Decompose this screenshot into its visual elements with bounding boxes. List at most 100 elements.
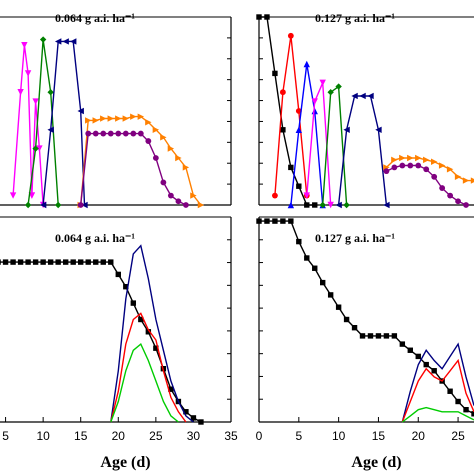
data-point [153, 345, 159, 351]
data-point [0, 259, 1, 265]
panel-title: 0.127 g a.i. ha⁻¹ [315, 11, 395, 25]
data-point [296, 183, 302, 189]
data-point [145, 329, 152, 335]
data-point [415, 353, 421, 360]
data-point [55, 259, 61, 265]
series-3 [39, 38, 88, 209]
data-point [167, 192, 174, 199]
data-point [430, 158, 438, 165]
series-line [259, 16, 315, 206]
panel-title: 0.127 g a.i. ha⁻¹ [315, 231, 395, 245]
data-point [256, 218, 262, 224]
data-point [137, 113, 145, 120]
data-point [123, 284, 129, 290]
data-point [288, 218, 294, 224]
series-3 [401, 406, 474, 423]
x-tick-label: 0 [256, 429, 263, 443]
data-point [383, 333, 390, 339]
data-point [320, 279, 326, 286]
data-point [17, 89, 24, 96]
data-point [108, 259, 114, 265]
data-point [399, 154, 406, 162]
data-point [343, 126, 350, 133]
data-point [367, 333, 374, 339]
data-point [198, 419, 204, 425]
data-point [62, 38, 69, 45]
data-point [295, 126, 303, 133]
data-point [77, 202, 84, 208]
data-point [32, 98, 39, 105]
data-point [175, 154, 182, 162]
data-point [21, 42, 28, 49]
data-point [85, 130, 92, 137]
data-point [471, 411, 474, 417]
data-point [9, 192, 17, 199]
data-point [160, 134, 167, 141]
data-point [100, 130, 107, 137]
data-point [431, 173, 438, 180]
data-point [447, 192, 454, 199]
data-point [130, 300, 137, 306]
data-point [280, 218, 286, 224]
data-point [463, 202, 469, 208]
data-point [462, 177, 470, 184]
data-point [303, 60, 310, 68]
data-point [122, 130, 129, 137]
data-point [78, 259, 84, 265]
series-line [401, 342, 474, 423]
data-point [70, 38, 77, 45]
data-point [407, 154, 414, 162]
data-point [304, 255, 310, 261]
data-point [359, 333, 366, 339]
series-5 [77, 130, 189, 208]
data-point [160, 179, 167, 186]
data-point [152, 126, 160, 133]
data-point [287, 32, 294, 39]
data-point [415, 162, 422, 169]
data-point [423, 361, 429, 368]
series-5 [335, 92, 390, 209]
data-point [85, 117, 92, 124]
data-point [463, 407, 469, 413]
data-point [115, 115, 122, 122]
data-point [85, 259, 91, 265]
series-0 [9, 42, 36, 199]
data-point [264, 14, 270, 20]
data-point [77, 107, 84, 115]
data-point [312, 202, 318, 208]
series-line [322, 85, 348, 206]
data-point [40, 259, 46, 265]
data-point [287, 201, 295, 209]
x-tick-label: 25 [451, 429, 465, 443]
data-point [138, 316, 144, 323]
series-line [12, 45, 33, 196]
axes-frame [258, 216, 474, 423]
data-point [36, 145, 43, 152]
data-point [107, 115, 114, 122]
data-point [39, 36, 47, 43]
series-4 [77, 113, 205, 209]
data-point [335, 83, 342, 90]
data-point [455, 398, 461, 405]
data-point [256, 14, 262, 20]
x-tick-label: 35 [224, 429, 238, 443]
series-0 [0, 259, 204, 425]
data-point [399, 162, 406, 169]
x-tick-label: 10 [332, 429, 346, 443]
series-line [401, 358, 474, 423]
data-point [391, 156, 398, 164]
data-point [54, 38, 62, 45]
data-point [367, 92, 374, 100]
x-tick-label: 20 [112, 429, 126, 443]
data-point [311, 98, 318, 105]
panel-title: 0.064 g a.i. ha⁻¹ [55, 231, 135, 245]
panel-bottom-left: 5 10 15 20 25 30 35 Age (d) 0.064 g a.i. ha⁻¹ [0, 216, 238, 471]
data-point [122, 115, 129, 122]
data-point [47, 126, 54, 133]
data-point [24, 201, 32, 209]
data-point [81, 201, 88, 209]
data-point [190, 415, 197, 421]
data-point [279, 89, 286, 96]
x-tick-label: 5 [295, 429, 302, 443]
